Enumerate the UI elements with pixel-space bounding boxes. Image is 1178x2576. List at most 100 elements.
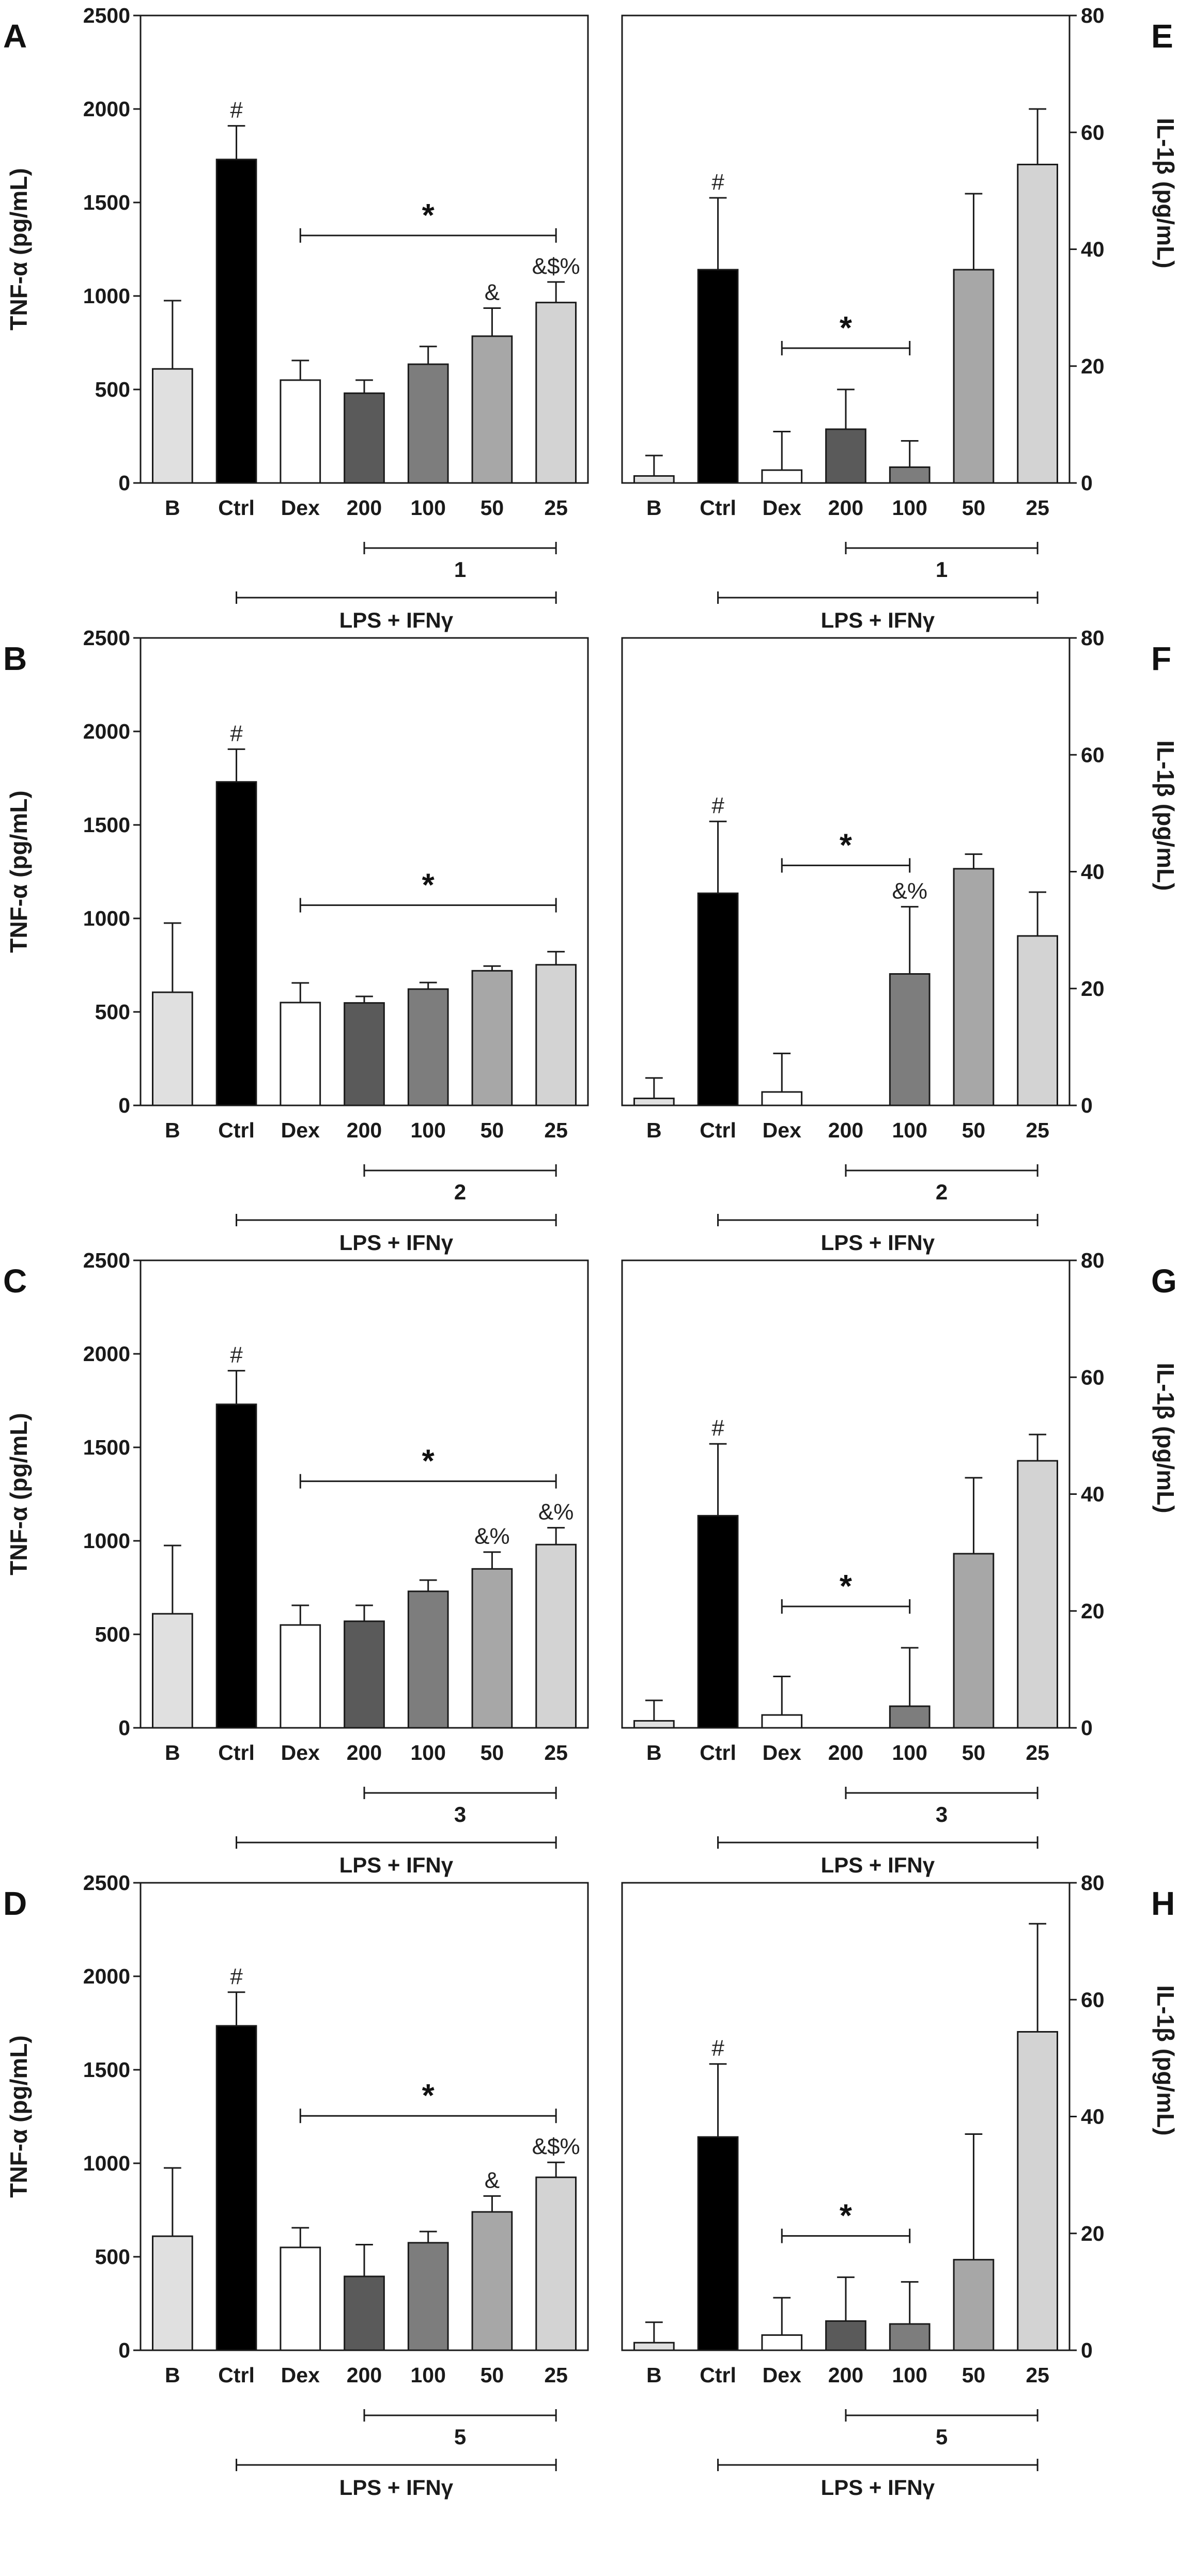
compound-label: 5 bbox=[454, 2425, 466, 2449]
plot-frame bbox=[621, 1259, 1071, 1729]
bar-25 bbox=[1017, 2031, 1058, 2351]
significance-mark: # bbox=[230, 721, 243, 746]
y-tick-label: 60 bbox=[1081, 1988, 1105, 2011]
x-tick-label: 50 bbox=[481, 1741, 504, 1765]
significance-mark: &$% bbox=[532, 254, 580, 279]
significance-mark: &% bbox=[538, 1500, 574, 1525]
x-tick-label: B bbox=[646, 496, 662, 520]
bar-dex bbox=[761, 2334, 803, 2351]
bar-b bbox=[152, 991, 193, 1106]
y-tick-label: 0 bbox=[1081, 471, 1093, 495]
bar-100 bbox=[407, 363, 449, 484]
panel-letter: A bbox=[3, 18, 27, 55]
significance-mark: &% bbox=[892, 878, 927, 903]
significance-star: * bbox=[422, 198, 435, 233]
bar-50 bbox=[471, 335, 513, 484]
bar-25 bbox=[535, 964, 577, 1106]
x-tick-label: 25 bbox=[1026, 496, 1049, 520]
panel-letter: F bbox=[1151, 640, 1171, 677]
y-axis-label: IL-1β (pg/mL) bbox=[1152, 740, 1178, 891]
significance-star: * bbox=[840, 1569, 853, 1604]
x-tick-label: 25 bbox=[1026, 1118, 1049, 1142]
x-tick-label: 200 bbox=[347, 496, 382, 520]
x-tick-label: 25 bbox=[544, 2363, 568, 2387]
y-tick-label: 40 bbox=[1081, 860, 1105, 884]
x-tick-label: Ctrl bbox=[218, 1741, 255, 1765]
x-tick-label: 200 bbox=[828, 2363, 863, 2387]
x-tick-label: Dex bbox=[281, 1118, 320, 1142]
y-tick-label: 1500 bbox=[83, 1435, 130, 1459]
y-tick-label: 1000 bbox=[83, 907, 130, 930]
y-tick-label: 500 bbox=[95, 378, 130, 401]
y-axis-label: TNF-α (pg/mL) bbox=[5, 2035, 32, 2197]
bar-dex bbox=[761, 469, 803, 484]
y-tick-label: 2000 bbox=[83, 97, 130, 121]
bar-b bbox=[633, 475, 675, 484]
significance-mark: # bbox=[711, 2036, 724, 2061]
y-tick-label: 20 bbox=[1081, 354, 1105, 378]
x-tick-label: 100 bbox=[411, 1118, 446, 1142]
panel-letter: E bbox=[1151, 18, 1173, 55]
bar-50 bbox=[953, 269, 995, 484]
y-tick-label: 60 bbox=[1081, 743, 1105, 767]
bar-dex bbox=[280, 2246, 321, 2351]
panel-a: 0 500 1000 1500 2000 2500 TNF-α (pg/mL) A B # Ctrl… bbox=[3, 4, 589, 632]
panel-letter: D bbox=[3, 1885, 27, 1922]
x-tick-label: B bbox=[165, 1741, 180, 1765]
y-tick-label: 2500 bbox=[83, 626, 130, 650]
compound-label: 5 bbox=[936, 2425, 948, 2449]
bar-100 bbox=[889, 1705, 931, 1729]
bar-200 bbox=[344, 1002, 385, 1106]
y-tick-label: 40 bbox=[1081, 238, 1105, 261]
x-tick-label: 100 bbox=[411, 2363, 446, 2387]
x-tick-label: Ctrl bbox=[700, 1118, 736, 1142]
compound-label: 2 bbox=[454, 1180, 466, 1204]
x-tick-label: 25 bbox=[544, 496, 568, 520]
y-tick-label: 2000 bbox=[83, 1342, 130, 1366]
y-tick-label: 2500 bbox=[83, 1248, 130, 1272]
y-tick-label: 2500 bbox=[83, 1871, 130, 1895]
y-axis-label: TNF-α (pg/mL) bbox=[5, 1413, 32, 1575]
significance-mark: # bbox=[230, 1964, 243, 1989]
x-tick-label: 100 bbox=[411, 1741, 446, 1765]
bar-25 bbox=[1017, 935, 1058, 1106]
treatment-label: LPS + IFNγ bbox=[821, 1230, 935, 1255]
x-tick-label: 25 bbox=[544, 1741, 568, 1765]
bar-ctrl bbox=[215, 781, 257, 1106]
x-tick-label: 50 bbox=[481, 496, 504, 520]
panel-letter: H bbox=[1151, 1885, 1175, 1922]
x-tick-label: B bbox=[646, 2363, 662, 2387]
x-tick-label: 100 bbox=[892, 496, 927, 520]
bar-b bbox=[633, 1720, 675, 1729]
treatment-label: LPS + IFNγ bbox=[821, 608, 935, 632]
bar-ctrl bbox=[215, 2025, 257, 2351]
y-axis-label: IL-1β (pg/mL) bbox=[1152, 1985, 1178, 2135]
y-tick-label: 1500 bbox=[83, 191, 130, 214]
significance-mark: &% bbox=[474, 1524, 509, 1549]
compound-label: 1 bbox=[454, 557, 466, 582]
significance-mark: # bbox=[711, 169, 724, 195]
significance-mark: & bbox=[485, 280, 500, 305]
significance-mark: # bbox=[711, 793, 724, 818]
y-axis-label: TNF-α (pg/mL) bbox=[5, 168, 32, 330]
bar-b bbox=[152, 368, 193, 484]
bar-ctrl bbox=[697, 2136, 739, 2351]
bar-200 bbox=[344, 2275, 385, 2351]
y-tick-label: 2000 bbox=[83, 1964, 130, 1988]
y-tick-label: 500 bbox=[95, 1622, 130, 1646]
x-tick-label: B bbox=[165, 1118, 180, 1142]
x-tick-label: B bbox=[646, 1741, 662, 1765]
x-tick-label: Ctrl bbox=[700, 1741, 736, 1765]
y-tick-label: 2000 bbox=[83, 720, 130, 743]
significance-star: * bbox=[840, 310, 853, 346]
bar-100 bbox=[407, 2242, 449, 2351]
y-tick-label: 0 bbox=[1081, 2338, 1093, 2362]
bar-b bbox=[633, 1097, 675, 1106]
bar-dex bbox=[280, 1624, 321, 1729]
x-tick-label: 50 bbox=[481, 1118, 504, 1142]
panel-letter: B bbox=[3, 640, 27, 677]
y-tick-label: 80 bbox=[1081, 4, 1105, 27]
x-tick-label: 25 bbox=[1026, 2363, 1049, 2387]
bar-200 bbox=[825, 2320, 866, 2351]
bar-200 bbox=[344, 1620, 385, 1729]
